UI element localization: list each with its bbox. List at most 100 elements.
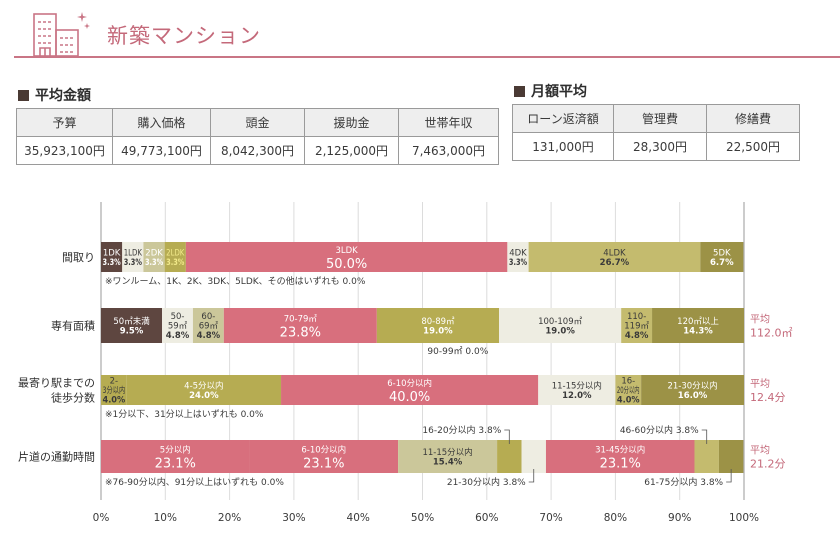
segment-category-label: 11-15分以内 bbox=[552, 380, 602, 391]
x-tick-label: 80% bbox=[604, 512, 627, 524]
callout-label: 16-20分以内 3.8% bbox=[422, 424, 501, 436]
table-cell: 49,773,100円 bbox=[112, 136, 211, 165]
bar-segment bbox=[126, 375, 282, 405]
square-bullet-icon bbox=[18, 90, 29, 101]
bar-segment bbox=[652, 308, 744, 343]
segment-value-label: 40.0% bbox=[389, 390, 430, 405]
monthly-avg-title-text: 月額平均 bbox=[531, 84, 587, 100]
average-label: 平均 bbox=[750, 378, 770, 390]
bar-segment bbox=[223, 308, 377, 343]
bar-segment bbox=[615, 375, 642, 405]
segment-value-label: 50.0% bbox=[326, 257, 367, 272]
callout-label: 46-60分以内 3.8% bbox=[620, 424, 699, 436]
callout-leader bbox=[726, 469, 732, 483]
row-label: 専有面積 bbox=[51, 319, 95, 333]
bar-segment bbox=[101, 308, 163, 343]
segment-value-label: 15.4% bbox=[433, 457, 463, 467]
segment-value-label: 4.0% bbox=[103, 395, 126, 405]
column-header: ローン返済額 bbox=[512, 104, 614, 133]
segment-category-label: 80-89㎡ bbox=[421, 317, 455, 327]
row-label: 片道の通勤時間 bbox=[18, 450, 95, 464]
segment-value-label: 3.3% bbox=[124, 258, 143, 268]
bar-segment bbox=[507, 242, 529, 272]
table-cell: 2,125,000円 bbox=[304, 136, 399, 165]
x-tick-label: 70% bbox=[539, 512, 562, 524]
segment-value-label: 3.3% bbox=[145, 258, 164, 268]
segment-category-label: 100-109㎡ bbox=[538, 317, 583, 327]
segment-category-label: 2- bbox=[110, 377, 118, 387]
average-value: 112.0㎡ bbox=[750, 327, 793, 340]
segment-category-label: 21-30分以内 bbox=[667, 380, 717, 391]
segment-category-label: 119㎡ bbox=[624, 322, 649, 332]
table-row: 35,923,100円 49,773,100円 8,042,300円 2,125… bbox=[16, 136, 499, 165]
segment-category-label: 5DK bbox=[713, 248, 731, 258]
segment-category-label: 16- bbox=[621, 377, 635, 387]
table-cell: 28,300円 bbox=[613, 132, 707, 161]
row-note: ※ワンルーム、1K、2K、3DK、5LDK、その他はいずれも 0.0% bbox=[105, 275, 366, 287]
monthly-avg-section-title: 月額平均 bbox=[514, 84, 587, 100]
bar-segment bbox=[499, 308, 622, 343]
segment-category-label: 2DK bbox=[145, 248, 163, 258]
x-tick-label: 90% bbox=[668, 512, 691, 524]
bar-segment bbox=[528, 242, 701, 272]
avg-amount-title-text: 平均金額 bbox=[35, 88, 91, 104]
avg-amount-table: 予算 購入価格 頭金 援助金 世帯年収 35,923,100円 49,773,1… bbox=[16, 108, 499, 165]
segment-value-label: 4.0% bbox=[617, 395, 640, 405]
segment-category-label: 11-15分以内 bbox=[422, 447, 472, 458]
bar-segment bbox=[641, 375, 744, 405]
callout-label: 61-75分以内 3.8% bbox=[644, 476, 723, 488]
row-note: ※1分以下、31分以上はいずれも 0.0% bbox=[105, 409, 264, 420]
average-value: 21.2分 bbox=[750, 458, 786, 471]
average-label: 平均 bbox=[750, 314, 770, 326]
segment-category-label: 50- bbox=[171, 312, 185, 322]
bar-segment bbox=[249, 440, 399, 473]
column-header: 修繕費 bbox=[706, 104, 800, 133]
segment-category-label: 59㎡ bbox=[168, 322, 188, 332]
average-value: 12.4分 bbox=[750, 391, 786, 404]
bar-segment bbox=[101, 242, 123, 272]
segment-value-label: 4.8% bbox=[625, 331, 649, 341]
stacked-bar-chart: 0% 10% 20% 30% 40% 50% 60% 70% 80% 90% 100%間取り 1DK3… bbox=[18, 202, 793, 524]
segment-category-label: 6-10分以内 bbox=[301, 445, 346, 456]
column-header: 購入価格 bbox=[112, 108, 211, 137]
segment-value-label: 6.7% bbox=[710, 258, 734, 268]
bar-segment bbox=[101, 375, 127, 405]
bar-segment bbox=[192, 308, 224, 343]
row-label: 徒歩分数 bbox=[51, 391, 95, 405]
bar-segment bbox=[718, 440, 744, 473]
bar-segment bbox=[143, 242, 165, 272]
bar-segment bbox=[164, 242, 186, 272]
column-header: 頭金 bbox=[210, 108, 305, 137]
segment-category-label: 20分以内 bbox=[617, 385, 640, 396]
x-tick-label: 0% bbox=[93, 512, 110, 524]
column-header: 管理費 bbox=[613, 104, 707, 133]
segment-value-label: 26.7% bbox=[600, 258, 630, 268]
bar-segment bbox=[101, 440, 250, 473]
segment-category-label: 4-5分以内 bbox=[184, 380, 223, 391]
x-tick-label: 50% bbox=[411, 512, 434, 524]
x-tick-label: 10% bbox=[154, 512, 177, 524]
bar-segment bbox=[497, 440, 522, 473]
callout-leader bbox=[701, 429, 708, 444]
segment-category-label: 70-79㎡ bbox=[284, 315, 318, 325]
bar-segment bbox=[694, 440, 719, 473]
table-header-row: ローン返済額 管理費 修繕費 bbox=[512, 104, 800, 133]
table-cell: 131,000円 bbox=[512, 132, 614, 161]
table-header-row: 予算 購入価格 頭金 援助金 世帯年収 bbox=[16, 108, 499, 137]
bar-segment bbox=[281, 375, 539, 405]
segment-category-label: 6-10分以内 bbox=[387, 378, 432, 389]
segment-category-label: 2LDK bbox=[166, 248, 185, 258]
callout-leader bbox=[504, 429, 510, 444]
segment-value-label: 23.8% bbox=[280, 326, 321, 341]
segment-category-label: 1LDK bbox=[124, 248, 143, 258]
segment-value-label: 16.0% bbox=[678, 391, 708, 401]
x-tick-label: 20% bbox=[218, 512, 241, 524]
segment-value-label: 3.3% bbox=[509, 258, 528, 268]
header-divider bbox=[14, 56, 840, 58]
bar-segment bbox=[700, 242, 744, 272]
table-cell: 35,923,100円 bbox=[16, 136, 113, 165]
segment-category-label: 3LDK bbox=[335, 246, 358, 256]
x-tick-label: 100% bbox=[729, 512, 759, 524]
x-tick-label: 40% bbox=[347, 512, 370, 524]
segment-value-label: 23.1% bbox=[600, 457, 641, 472]
